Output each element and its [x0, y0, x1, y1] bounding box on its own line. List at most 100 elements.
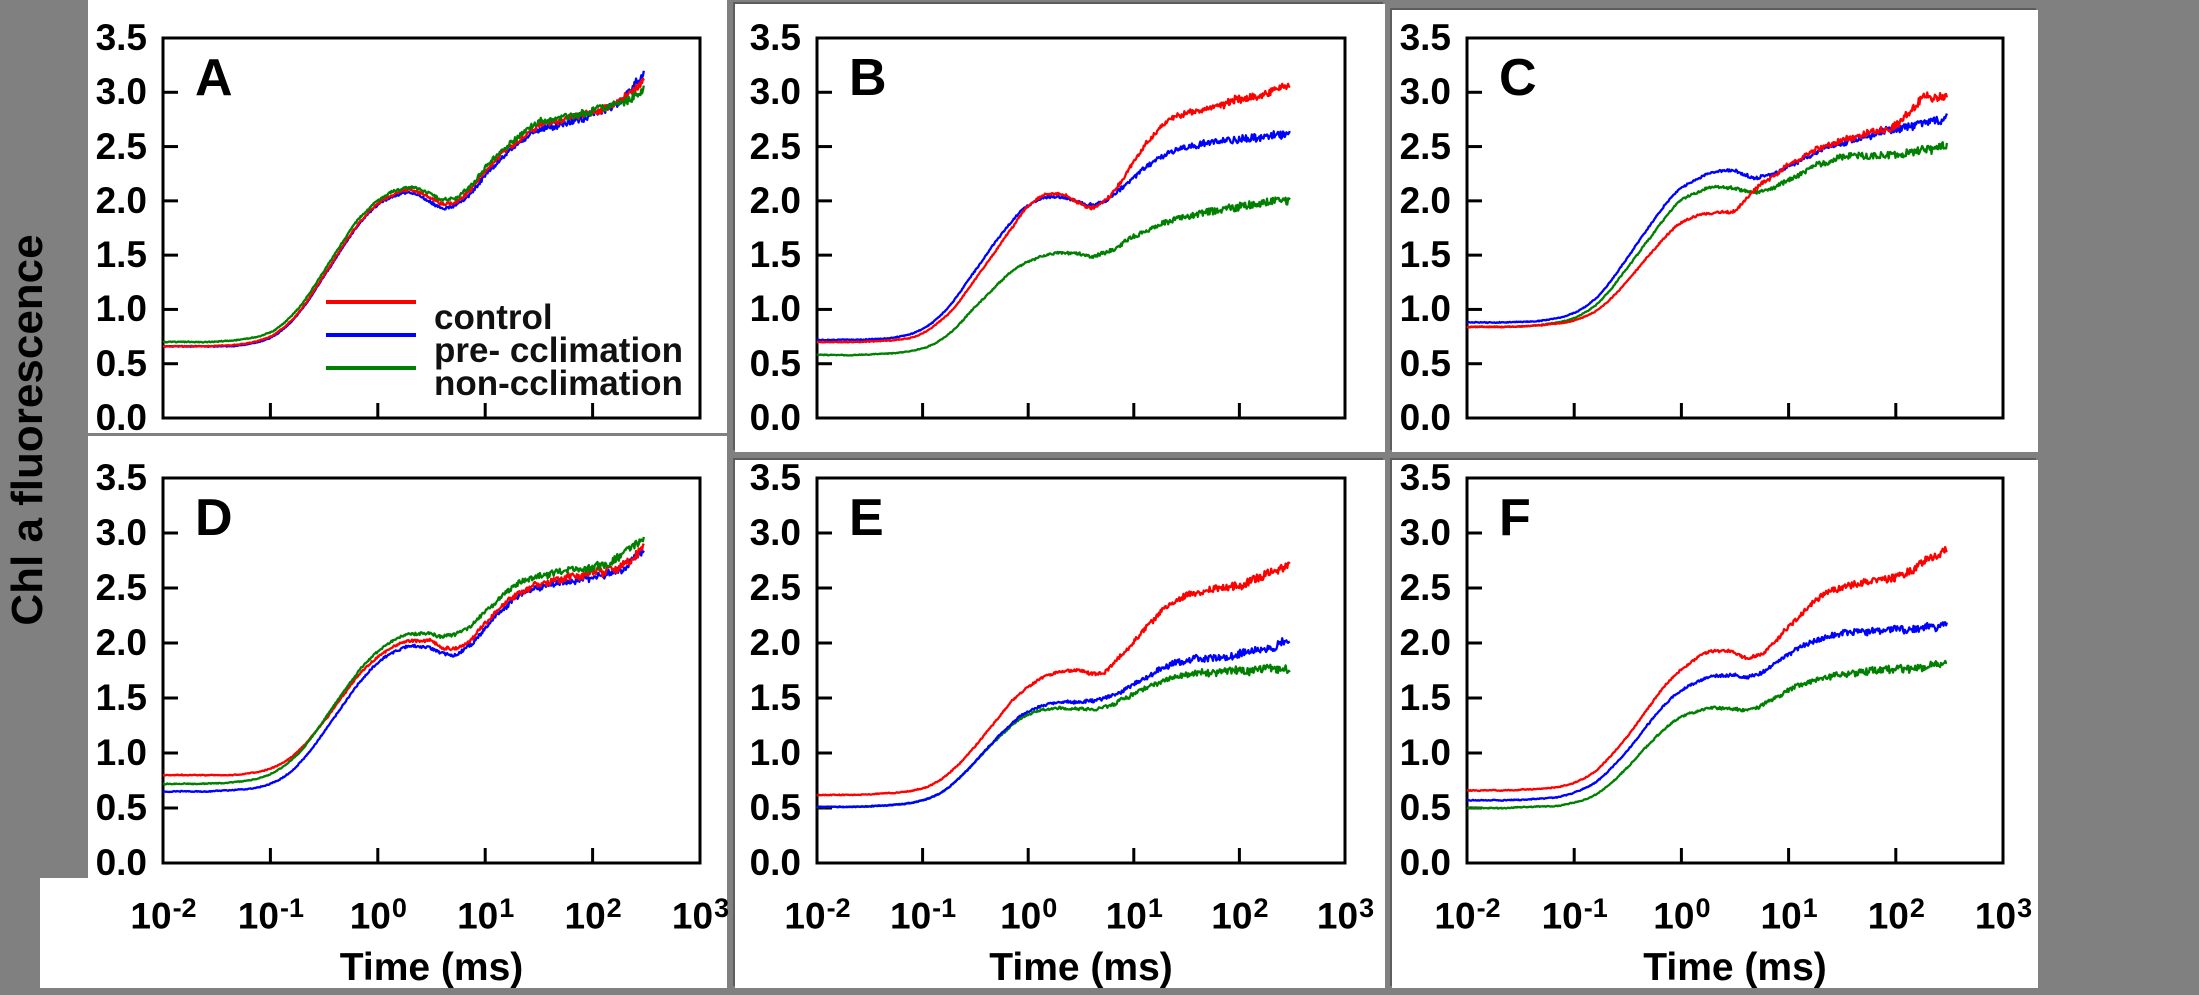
panel-F-y-tick-label-1.0: 1.0: [1399, 732, 1451, 773]
legend-item-non-cclimation: non-cclimation: [326, 366, 683, 402]
panel-C-y-tick-label-0.5: 0.5: [1399, 342, 1451, 384]
panel-B-y-tick-label-0.5: 0.5: [749, 342, 801, 384]
x-tick-exponent: 0: [391, 893, 407, 923]
y-axis-title: Chl a fluorescence: [3, 234, 52, 626]
x-tick-exponent: -2: [1476, 893, 1501, 923]
panel-F-x-axis-title: Time (ms): [1643, 946, 1827, 989]
x-tick-base: 10: [671, 895, 714, 937]
panel-F-letter: F: [1499, 489, 1531, 547]
legend-item-control: control: [326, 300, 553, 336]
legend-label: non-cclimation: [434, 364, 683, 403]
x-tick-base: 10: [349, 895, 391, 937]
panel-D-x-tick-label-10e-1: 10-1: [195, 891, 345, 937]
panel-B-letter: B: [849, 49, 887, 107]
x-tick-exponent: -1: [1583, 893, 1608, 923]
panel-E-y-tick-label-2.5: 2.5: [749, 567, 801, 608]
panel-F-frame: [1465, 476, 2005, 865]
panel-background-B: [735, 4, 1385, 452]
panel-F-y-tick-label-0.5: 0.5: [1399, 787, 1451, 828]
panel-E-x-tick-label-10e1: 101: [1059, 891, 1209, 937]
panel-E-curve-pre-cclimation: [816, 637, 1291, 809]
panel-F-curve-non-cclimation: [1466, 659, 1948, 810]
panel-A-plot-area: [161, 36, 702, 420]
x-tick-exponent: 1: [499, 893, 515, 923]
panel-B-curve-non-cclimation: [816, 196, 1291, 357]
panel-C-y-tick-label-1.5: 1.5: [1399, 234, 1451, 276]
panel-A-y-tick-label-2.0: 2.0: [95, 179, 147, 221]
panel-background-C: [1392, 10, 2038, 452]
panel-E-curve-non-cclimation: [816, 663, 1291, 809]
panel-E-x-tick-label-10e2: 102: [1164, 891, 1314, 937]
panel-B-frame: [815, 36, 1347, 420]
panel-D-y-tick-label-3.0: 3.0: [95, 512, 147, 553]
x-tick-base: 10: [1541, 895, 1583, 937]
panel-D-x-tick-label-10e-2: 10-2: [88, 891, 238, 937]
x-tick-base: 10: [784, 895, 826, 937]
x-tick-base: 10: [1974, 895, 2017, 937]
panel-F-x-tick-label-10e3: 103: [1928, 891, 2078, 937]
x-tick-base: 10: [1867, 895, 1909, 937]
panel-F-y-tick-label-1.5: 1.5: [1399, 677, 1451, 718]
x-tick-base: 10: [1211, 895, 1253, 937]
panel-E-plot-area: [815, 476, 1347, 865]
panel-F-y-tick-label-3.5: 3.5: [1399, 457, 1451, 498]
panel-B-y-tick-label-2.5: 2.5: [749, 125, 801, 167]
panel-D-y-tick-label-1.5: 1.5: [95, 677, 147, 718]
panel-B-curve-control: [816, 82, 1291, 344]
panel-E-y-tick-label-3.5: 3.5: [749, 457, 801, 498]
panel-D-letter: D: [195, 489, 233, 547]
x-tick-exponent: 3: [2017, 893, 2033, 923]
panel-C-y-tick-label-3.5: 3.5: [1399, 17, 1451, 58]
panel-D-y-tick-label-3.5: 3.5: [95, 457, 147, 498]
x-tick-base: 10: [1105, 895, 1147, 937]
legend-line-swatch: [326, 333, 416, 337]
panel-C-y-tick-label-3.0: 3.0: [1399, 71, 1451, 113]
panel-F-y-tick-label-0.0: 0.0: [1399, 842, 1451, 883]
panel-E-y-tick-label-1.5: 1.5: [749, 677, 801, 718]
panel-C-plot-area: [1465, 36, 2005, 420]
x-tick-exponent: -2: [172, 893, 197, 923]
panel-E-x-tick-label-10e-1: 10-1: [848, 891, 998, 937]
panel-B-y-tick-label-3.5: 3.5: [749, 17, 801, 58]
panel-F-curve-control: [1466, 545, 1948, 793]
panel-A-y-tick-label-1.5: 1.5: [95, 234, 147, 276]
panel-D-x-tick-label-10e2: 102: [518, 891, 668, 937]
panel-C-y-tick-label-0.0: 0.0: [1399, 397, 1451, 438]
panel-D-curve-control: [162, 543, 645, 777]
panel-D-curve-pre-cclimation: [162, 548, 645, 794]
x-tick-exponent: 3: [1359, 893, 1375, 923]
legend-item-pre-cclimation: pre- cclimation: [326, 333, 683, 369]
panel-A-y-tick-label-3.0: 3.0: [95, 71, 147, 113]
panel-A-curve-control: [162, 77, 645, 348]
panel-D-x-tick-label-10e0: 100: [303, 891, 453, 937]
x-tick-exponent: 2: [606, 893, 622, 923]
x-tick-base: 10: [1653, 895, 1695, 937]
x-tick-exponent: 2: [1253, 893, 1269, 923]
legend-line-swatch: [326, 300, 416, 304]
panel-background-D-foot: [40, 878, 90, 988]
legend-line-swatch: [326, 366, 416, 370]
panel-F-x-tick-label-10e-1: 10-1: [1499, 891, 1649, 937]
panel-B-y-tick-label-0.0: 0.0: [749, 397, 801, 438]
panel-A-letter: A: [195, 49, 233, 107]
panel-D-curve-non-cclimation: [162, 536, 645, 786]
panel-A-y-tick-label-1.0: 1.0: [95, 288, 147, 330]
panel-background-F: [1392, 460, 2038, 988]
panel-F-y-tick-label-2.0: 2.0: [1399, 622, 1451, 663]
legend-label: pre- cclimation: [434, 331, 683, 370]
panel-A-frame: [161, 36, 702, 420]
panel-B-y-tick-label-1.0: 1.0: [749, 288, 801, 330]
panel-A-y-tick-label-0.0: 0.0: [95, 397, 147, 438]
panel-E-letter: E: [849, 489, 884, 547]
panel-A-y-tick-label-3.5: 3.5: [95, 17, 147, 58]
panel-background-D: [88, 436, 727, 988]
panel-E-y-tick-label-0.0: 0.0: [749, 842, 801, 883]
panel-background-E: [735, 460, 1385, 988]
panel-E-x-tick-label-10e0: 100: [953, 891, 1103, 937]
panel-C-frame: [1465, 36, 2005, 420]
panel-B-y-tick-label-1.5: 1.5: [749, 234, 801, 276]
x-tick-base: 10: [1434, 895, 1476, 937]
x-tick-exponent: 3: [714, 893, 730, 923]
x-tick-exponent: 2: [1909, 893, 1925, 923]
